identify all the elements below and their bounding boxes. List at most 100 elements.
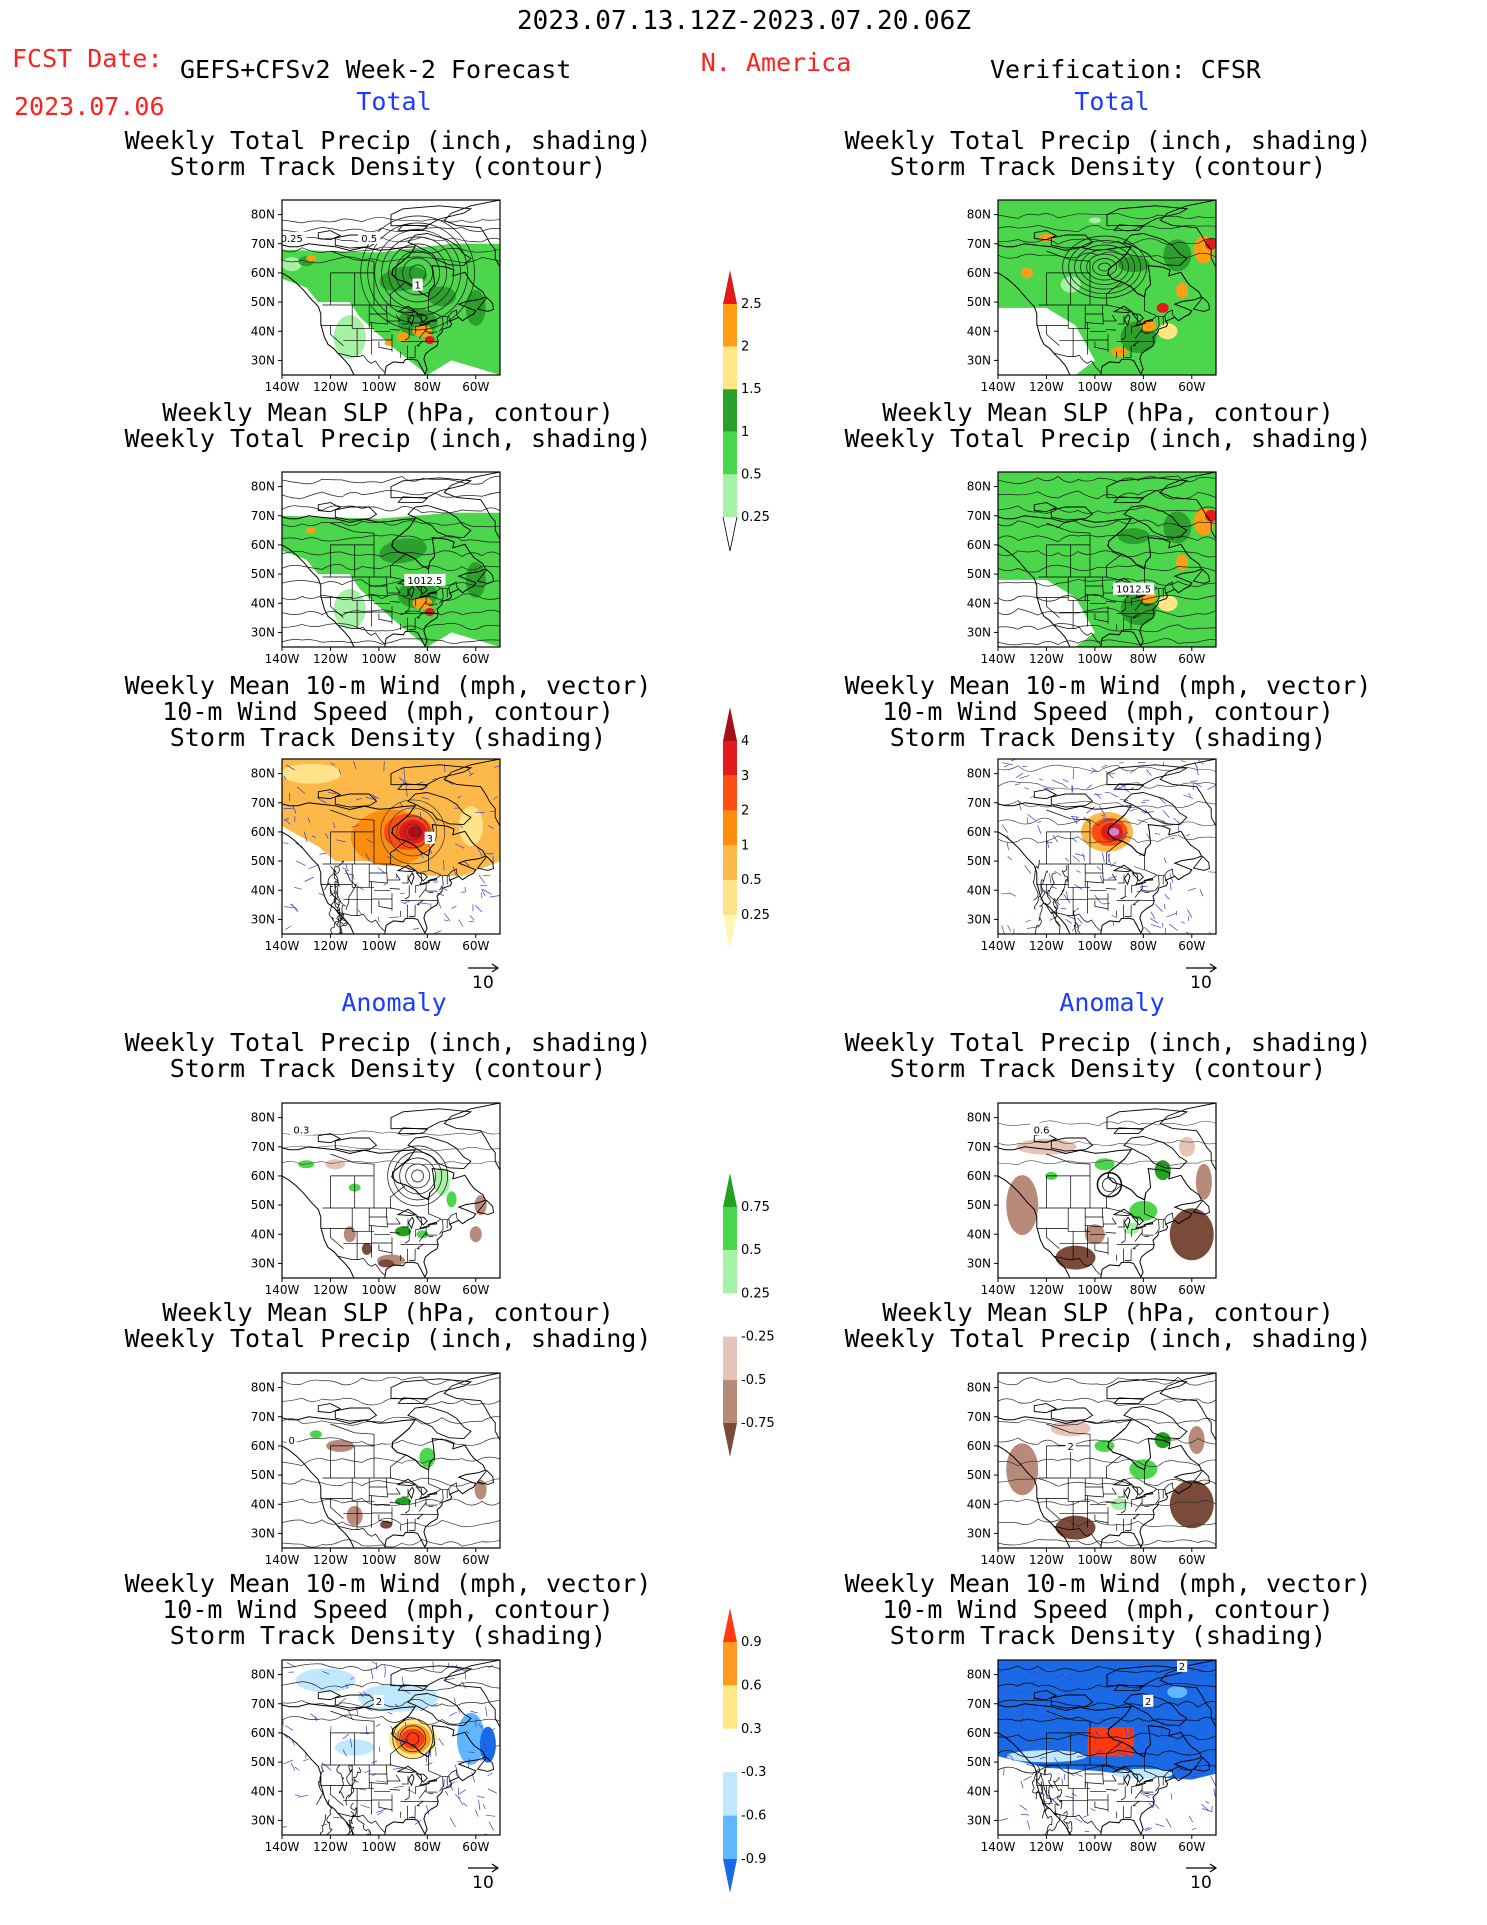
- colorbar-segment: [723, 1815, 737, 1859]
- border-line: [418, 329, 427, 339]
- border-line: [390, 1742, 406, 1765]
- colorbar-label: 0.9: [741, 1635, 762, 1650]
- lat-tick-label: 70N: [967, 237, 991, 251]
- island-outline: [1113, 224, 1145, 232]
- island-outline: [1033, 230, 1058, 241]
- border-line: [439, 325, 444, 332]
- island-outline: [1192, 296, 1210, 312]
- colorbar-label: -0.3: [741, 1765, 766, 1780]
- island-outline: [1159, 472, 1216, 540]
- map-panel-3: 1012.5 80N 70N 60N 50N 40N 30N 140W 120W 100W 80W 6…: [251, 471, 501, 666]
- vector-reference-arrow-icon: [468, 963, 500, 973]
- island-outline: [1033, 502, 1058, 513]
- lat-tick-label: 50N: [251, 567, 275, 581]
- map-panel-8: 0.6 80N 70N 60N 50N 40N 30N 140W 120W 100W 80W 60W: [967, 1102, 1217, 1297]
- lon-tick-label: 140W: [981, 1283, 1016, 1297]
- island-outline: [1159, 1103, 1216, 1171]
- lake-outline: [419, 881, 430, 886]
- border-line: [1111, 314, 1117, 322]
- border-line: [1164, 1218, 1166, 1226]
- border-line: [1106, 1732, 1108, 1734]
- border-line: [1132, 899, 1140, 906]
- colorbar-label: 0.5: [741, 873, 762, 888]
- border-line: [1106, 304, 1176, 327]
- border-line: [1067, 577, 1090, 601]
- border-line: [390, 841, 406, 864]
- border-line: [337, 911, 386, 932]
- border-line: [1105, 888, 1117, 890]
- lat-tick-label: 70N: [967, 796, 991, 810]
- lon-tick-label: 140W: [981, 652, 1016, 666]
- island-outline: [407, 1406, 472, 1440]
- colorbar-precip-anomaly: 0.75 0.5 0.25 -0.25 -0.5 -0.75: [723, 1173, 775, 1457]
- island-outline: [1123, 792, 1188, 826]
- border-line: [448, 1775, 450, 1783]
- island-outline: [334, 1407, 378, 1422]
- border-line: [1046, 1498, 1060, 1520]
- island-outline: [1106, 1108, 1189, 1130]
- border-line: [442, 875, 444, 885]
- border-line: [389, 1789, 401, 1791]
- lat-tick-label: 60N: [251, 1439, 275, 1453]
- lat-tick-label: 60N: [251, 1726, 275, 1740]
- border-line: [448, 1488, 450, 1496]
- lon-tick-label: 120W: [1029, 939, 1064, 953]
- colorbar-top-arrow: [723, 1608, 737, 1642]
- lon-tick-label: 100W: [1077, 652, 1112, 666]
- lat-tick-label: 50N: [967, 1198, 991, 1212]
- map-frame: [997, 471, 1217, 648]
- border-line: [416, 1243, 424, 1250]
- border-line: [439, 884, 444, 891]
- lat-tick-label: 50N: [251, 854, 275, 868]
- map-panel-9: 0 80N 70N 60N 50N 40N 30N 140W 120W 100W 80W 60W: [251, 1372, 501, 1567]
- border-line: [351, 1765, 374, 1789]
- border-line: [1124, 1248, 1132, 1261]
- border-line: [1067, 305, 1090, 329]
- border-line: [330, 809, 375, 832]
- lat-tick-label: 60N: [967, 1439, 991, 1453]
- border-line: [442, 1219, 444, 1229]
- border-line: [1046, 325, 1060, 347]
- title-p5-l1: Weekly Mean 10-m Wind (mph, vector): [124, 671, 652, 700]
- lon-tick-label: 80W: [1130, 1283, 1157, 1297]
- island-outline: [397, 224, 429, 232]
- map-geography: [998, 472, 1216, 647]
- title-p10-l2: Weekly Total Precip (inch, shading): [844, 1324, 1372, 1353]
- colorbar-segment: [723, 431, 737, 475]
- map-field: 0.3: [282, 1103, 500, 1278]
- vector-reference-p6: 10: [1186, 963, 1218, 993]
- border-line: [351, 577, 374, 601]
- lat-tick-label: 30N: [967, 1813, 991, 1827]
- border-line: [1053, 352, 1102, 373]
- border-line: [407, 1786, 410, 1799]
- border-line: [1046, 522, 1091, 545]
- section-anomaly-left: Anomaly: [341, 988, 447, 1017]
- border-line: [439, 1228, 444, 1235]
- border-line: [428, 296, 441, 317]
- border-line: [1134, 1502, 1143, 1512]
- section-anomaly-right: Anomaly: [1059, 988, 1165, 1017]
- colorbar-segment: [723, 810, 737, 846]
- border-line: [1106, 544, 1108, 546]
- island-outline: [1050, 506, 1094, 521]
- border-line: [1105, 329, 1117, 331]
- border-line: [390, 282, 406, 305]
- border-line: [1105, 1502, 1117, 1504]
- lake-outline: [415, 1486, 428, 1496]
- lat-tick-label: 50N: [251, 1755, 275, 1769]
- border-line: [1106, 272, 1108, 274]
- lon-tick-label: 60W: [1178, 1283, 1205, 1297]
- border-line: [1132, 1800, 1140, 1807]
- lake-outline: [419, 594, 430, 599]
- border-line: [1144, 1756, 1157, 1777]
- border-line: [1144, 296, 1157, 317]
- lat-tick-label: 30N: [967, 1256, 991, 1270]
- map-geography: [282, 759, 500, 934]
- border-line: [351, 864, 374, 888]
- border-line: [330, 250, 375, 273]
- border-line: [418, 888, 427, 898]
- border-line: [1046, 1423, 1091, 1446]
- lon-tick-label: 60W: [1178, 939, 1205, 953]
- border-line: [395, 314, 401, 322]
- map-frame: [281, 1372, 501, 1549]
